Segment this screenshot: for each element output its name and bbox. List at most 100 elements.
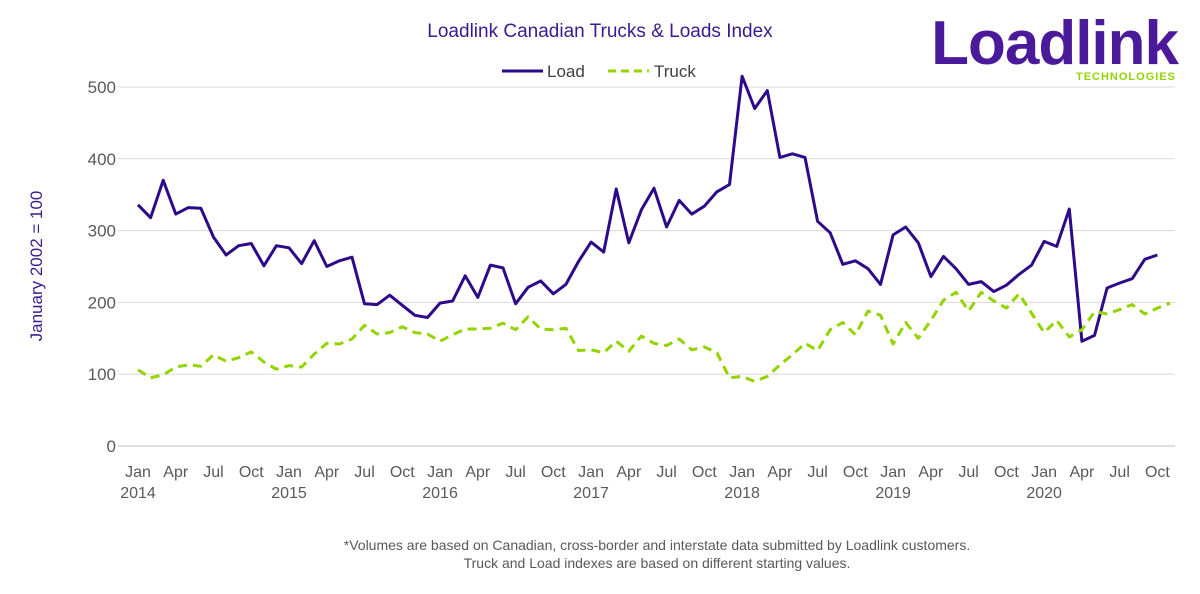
data-point-load [691,213,693,215]
data-point-truck [1119,308,1121,310]
y-tick-label: 0 [107,437,116,456]
data-point-truck [980,291,982,293]
data-point-truck [577,349,579,351]
data-point-truck [691,349,693,351]
x-tick-label: Jul [203,464,223,481]
data-point-truck [842,321,844,323]
data-point-truck [1093,311,1095,313]
y-tick-label: 200 [88,293,116,312]
data-point-load [816,220,818,222]
x-tick-label: Apr [616,464,642,481]
data-point-load [451,300,453,302]
data-point-load [225,254,227,256]
data-point-load [313,240,315,242]
data-point-truck [175,366,177,368]
data-point-load [842,263,844,265]
data-point-load [930,275,932,277]
data-point-load [540,280,542,282]
data-point-truck [930,319,932,321]
data-point-load [1005,284,1007,286]
data-point-load [439,302,441,304]
data-point-truck [766,375,768,377]
data-point-load [263,265,265,267]
data-point-truck [426,333,428,335]
data-point-load [1106,287,1108,289]
data-point-truck [1043,331,1045,333]
y-tick-label: 100 [88,365,116,384]
data-point-truck [464,328,466,330]
x-axis: Jan 2014 Apr Jul Oct Jan 2015 Apr Jul Oct Jan 2016 A… [118,445,1175,502]
x-tick-label: Apr [1069,464,1095,481]
data-point-truck [300,366,302,368]
logo-wordmark: Loadlink [931,9,1179,78]
x-tick-label: Jan [880,464,906,481]
data-point-load [565,283,567,285]
data-point-truck [665,344,667,346]
data-point-truck [754,380,756,382]
data-point-truck [238,357,240,359]
x-tick-year: 2018 [724,485,760,502]
data-point-load [275,245,277,247]
legend-load-label: Load [547,62,585,81]
y-tick-label: 500 [88,78,116,97]
data-point-load [552,293,554,295]
data-point-truck [250,351,252,353]
data-point-load [716,191,718,193]
data-point-truck [728,377,730,379]
data-point-load [477,296,479,298]
x-tick-label: Oct [843,464,868,481]
data-point-load [829,232,831,234]
x-tick-year: 2019 [875,485,911,502]
x-tick-label: Jul [656,464,676,481]
gridlines [118,86,1175,375]
data-point-truck [552,329,554,331]
x-tick-label: Jan [1031,464,1057,481]
data-point-load [615,188,617,190]
data-point-truck [791,354,793,356]
data-point-truck [288,364,290,366]
data-point-load [149,217,151,219]
data-point-truck [779,364,781,366]
data-point-load [300,262,302,264]
x-tick-label: Jul [505,464,525,481]
data-point-truck [741,375,743,377]
x-tick-label: Jul [354,464,374,481]
data-point-load [1056,245,1058,247]
data-point-truck [879,314,881,316]
data-point-load [137,204,139,206]
data-point-truck [540,328,542,330]
y-axis-label: January 2002 = 100 [27,191,46,342]
data-point-load [577,260,579,262]
data-point-load [917,242,919,244]
data-point-truck [326,342,328,344]
data-point-truck [401,326,403,328]
data-point-load [942,255,944,257]
x-tick-label: Apr [767,464,793,481]
data-point-truck [489,327,491,329]
data-point-truck [590,349,592,351]
data-point-truck [149,377,151,379]
data-point-truck [1056,319,1058,321]
data-point-truck [603,352,605,354]
data-point-load [187,206,189,208]
data-point-load [779,156,781,158]
data-point-load [804,156,806,158]
data-point-load [464,275,466,277]
data-point-load [993,290,995,292]
data-point-load [288,247,290,249]
data-point-truck [955,291,957,293]
data-point-truck [1131,303,1133,305]
data-point-load [980,280,982,282]
data-point-load [653,187,655,189]
data-point-truck [451,334,453,336]
data-point-load [628,242,630,244]
data-point-load [1093,334,1095,336]
data-point-truck [363,324,365,326]
data-point-load [603,251,605,253]
x-tick-label: Jan [729,464,755,481]
data-point-truck [338,343,340,345]
x-tick-year: 2020 [1026,485,1062,502]
data-point-load [250,242,252,244]
loadlink-logo: Loadlink TECHNOLOGIES [931,9,1180,83]
data-point-load [590,241,592,243]
